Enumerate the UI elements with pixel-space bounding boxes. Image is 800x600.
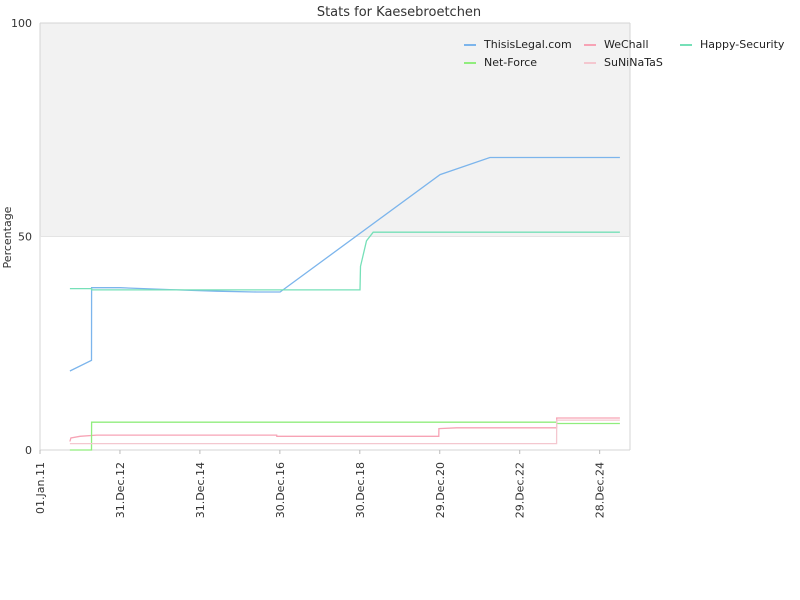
chart-title: Stats for Kaesebroetchen bbox=[317, 5, 481, 20]
x-tick-label: 29.Dec.22 bbox=[514, 462, 527, 518]
y-tick-label: 100 bbox=[11, 17, 32, 30]
legend-label: SuNiNaTaS bbox=[604, 56, 663, 69]
series-line-suninatas bbox=[69, 419, 620, 445]
legend-label: Net-Force bbox=[484, 56, 537, 69]
series-line-net-force bbox=[69, 421, 620, 451]
x-tick-label: 29.Dec.20 bbox=[434, 462, 447, 518]
x-tick-label: 31.Dec.12 bbox=[114, 462, 127, 518]
y-axis-label: Percentage bbox=[1, 206, 14, 268]
legend: ThisisLegal.com WeChall Happy-Security Net-… bbox=[464, 38, 785, 69]
x-tick-label: 01.Jan.11 bbox=[34, 462, 47, 514]
x-tick-label: 30.Dec.18 bbox=[354, 462, 367, 518]
series-lines bbox=[69, 156, 620, 451]
x-tick-label: 28.Dec.24 bbox=[594, 462, 607, 518]
x-tick-label: 31.Dec.14 bbox=[194, 462, 207, 518]
series-line-happy-security bbox=[69, 231, 620, 291]
series-line-thisislegal-com bbox=[69, 156, 620, 372]
y-axis: 0 50 100 bbox=[11, 17, 32, 457]
x-tick-label: 30.Dec.16 bbox=[274, 462, 287, 518]
y-tick-label: 0 bbox=[25, 444, 32, 457]
legend-label: WeChall bbox=[604, 38, 649, 51]
upper-band bbox=[40, 23, 630, 237]
legend-label: ThisisLegal.com bbox=[483, 38, 572, 51]
legend-label: Happy-Security bbox=[700, 38, 785, 51]
x-axis: 01.Jan.11 31.Dec.12 31.Dec.14 30.Dec.16 30.D… bbox=[34, 450, 607, 518]
y-tick-label: 50 bbox=[18, 231, 32, 244]
